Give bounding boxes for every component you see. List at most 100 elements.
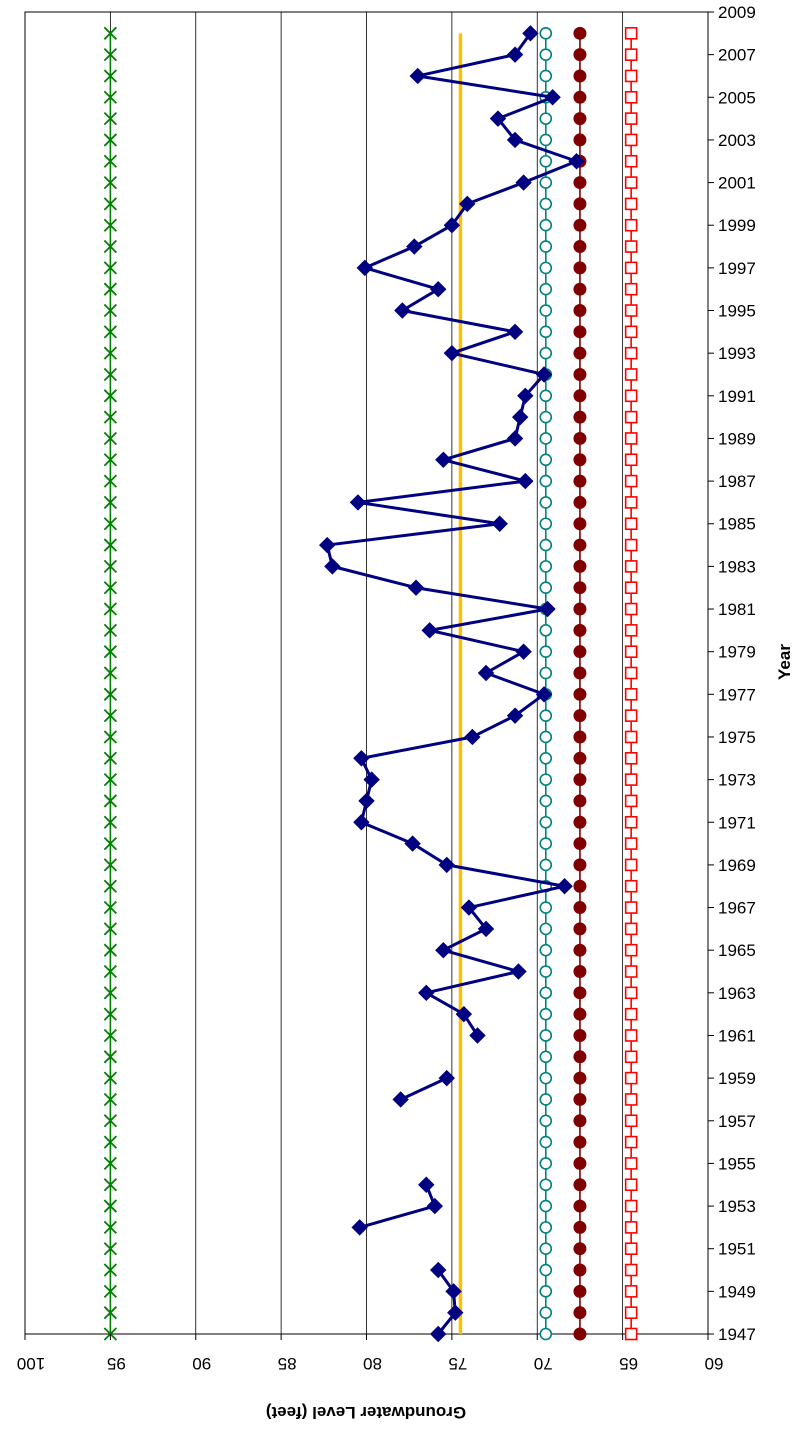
reference-marker (624, 432, 638, 445)
reference-marker (103, 303, 118, 318)
reference-marker (103, 1242, 118, 1256)
year-axis-title: Year (775, 644, 794, 680)
year-tick-label: 1981 (718, 600, 756, 619)
measured-point (426, 1197, 444, 1215)
reference-marker (539, 1050, 553, 1064)
reference-marker (624, 837, 638, 850)
reference-marker (539, 1327, 553, 1341)
reference-marker (103, 709, 118, 723)
reference-marker (573, 1114, 587, 1128)
reference-marker (573, 687, 587, 701)
measured-series (319, 25, 585, 1343)
measured-point (406, 238, 423, 255)
reference-marker (103, 367, 118, 382)
reference-marker (573, 773, 587, 787)
reference-marker (539, 815, 553, 829)
reference-marker (103, 623, 118, 637)
reference-marker (573, 197, 587, 211)
year-tick-label: 2009 (718, 3, 756, 22)
reference-marker (573, 218, 587, 232)
reference-marker (624, 1071, 638, 1085)
reference-marker (539, 1263, 553, 1277)
reference-marker (539, 325, 553, 339)
reference-marker (539, 240, 553, 253)
reference-marker (103, 986, 118, 1000)
reference-marker (539, 751, 553, 765)
reference-marker (103, 538, 118, 552)
reference-marker (573, 986, 587, 1000)
measured-point (418, 1176, 435, 1193)
reference-marker (573, 538, 587, 552)
reference-marker (573, 325, 587, 339)
reference-marker (573, 304, 587, 318)
reference-marker (103, 1028, 118, 1043)
year-tick-label: 1961 (718, 1026, 756, 1045)
measured-point (469, 1027, 486, 1044)
reference-marker (573, 346, 587, 360)
reference-marker (573, 389, 587, 403)
reference-marker (624, 1327, 638, 1341)
measured-point (435, 451, 452, 468)
year-tick-label: 1979 (718, 643, 756, 662)
reference-marker (624, 1306, 638, 1319)
measured-point (477, 920, 495, 938)
reference-marker (539, 1242, 553, 1256)
reference-marker (624, 901, 638, 914)
reference-marker (624, 602, 638, 616)
reference-marker (103, 431, 118, 446)
measured-point (506, 707, 524, 724)
measured-point (506, 46, 524, 63)
reference-marker (573, 581, 587, 595)
reference-marker (103, 410, 118, 424)
measured-point (489, 110, 507, 127)
year-tick-label: 1991 (718, 387, 756, 406)
reference-marker (103, 879, 118, 893)
reference-marker (103, 900, 118, 915)
year-tick-label: 1973 (718, 771, 756, 790)
measured-point (511, 408, 529, 426)
reference-marker (103, 1007, 118, 1021)
reference-marker (539, 69, 553, 83)
reference-marker (624, 1242, 638, 1256)
year-tick-label: 1975 (718, 728, 756, 747)
reference-marker (624, 218, 638, 232)
reference-marker (103, 1284, 118, 1298)
measured-point (438, 856, 455, 874)
reference-marker (103, 495, 118, 510)
reference-marker (539, 282, 553, 296)
reference-marker (103, 858, 118, 872)
reference-marker (573, 645, 587, 659)
reference-marker (624, 1093, 638, 1106)
reference-marker (539, 154, 553, 168)
reference-marker (624, 773, 638, 786)
reference-marker (103, 687, 118, 701)
measured-point (392, 1091, 409, 1108)
reference-marker (624, 943, 638, 957)
measured-point (556, 878, 573, 895)
reference-marker (539, 1029, 553, 1042)
measured-point (539, 600, 556, 618)
measured-point (568, 153, 585, 170)
reference-marker (624, 965, 638, 978)
reference-marker (624, 1029, 638, 1042)
reference-marker (103, 1050, 118, 1064)
measured-point (443, 217, 461, 234)
reference-marker (573, 517, 587, 531)
reference-marker (103, 517, 118, 531)
reference-marker (573, 1050, 587, 1064)
year-tick-label: 1995 (718, 302, 756, 321)
reference-marker (624, 410, 638, 424)
reference-marker (573, 240, 587, 254)
year-tick-label: 1959 (718, 1069, 756, 1088)
measured-point (349, 494, 367, 511)
year-tick-label: 1997 (718, 259, 756, 278)
reference-marker (624, 474, 638, 488)
reference-marker (573, 709, 587, 723)
reference-marker (624, 879, 638, 893)
reference-marker (539, 773, 553, 786)
reference-marker (103, 90, 118, 104)
reference-marker (573, 431, 587, 445)
reference-marker (539, 133, 553, 147)
reference-marker (624, 325, 638, 339)
year-tick-labels: 1947 1949 1951 1953 1955 1957 1959 1961 1963 1965… (708, 3, 756, 1344)
